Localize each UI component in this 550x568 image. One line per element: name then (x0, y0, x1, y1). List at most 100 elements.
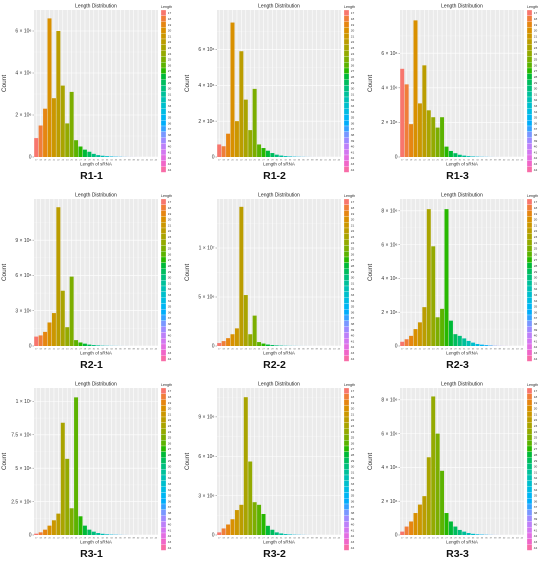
x-tick-label: 30 (276, 159, 279, 161)
x-tick-label: 44 (338, 159, 341, 161)
y-tick-label: 9 × 10⁶ (198, 415, 214, 421)
bar-length-32 (466, 156, 471, 157)
x-tick-label: 41 (141, 159, 144, 161)
bar-length-32 (100, 155, 105, 157)
legend-label: 17 (534, 200, 538, 204)
x-tick-label: 19 (410, 537, 413, 539)
x-tick-label: 42 (329, 159, 332, 161)
x-tick-label: 40 (503, 537, 506, 539)
legend-label: 32 (351, 287, 355, 291)
legend-label: 36 (534, 310, 538, 314)
x-tick-label: 17 (218, 348, 221, 350)
legend-label: 36 (168, 121, 172, 125)
legend-label: 34 (168, 299, 172, 303)
x-tick-label: 23 (62, 348, 65, 350)
x-tick-label: 37 (307, 159, 310, 161)
legend-swatch-29 (343, 457, 350, 464)
y-tick-label: 2.5 × 10⁶ (11, 499, 31, 505)
bar-length-26 (257, 504, 262, 535)
legend-swatch-25 (343, 56, 350, 63)
bar-length-27 (444, 513, 449, 535)
bar-length-22 (422, 307, 427, 346)
x-tick-label: 20 (48, 159, 51, 161)
legend-swatch-36 (160, 309, 167, 316)
legend-label: 35 (168, 116, 172, 120)
x-tick-label: 36 (119, 348, 122, 350)
legend-label: 19 (534, 23, 538, 27)
legend-label: 24 (351, 430, 355, 434)
x-tick-label: 32 (467, 537, 470, 539)
bar-length-21 (51, 520, 56, 535)
legend-label: 38 (168, 133, 172, 137)
x-tick-label: 36 (302, 537, 305, 539)
x-tick-label: 21 (236, 159, 239, 161)
bar-length-26 (440, 117, 445, 157)
legend-label: 24 (168, 241, 172, 245)
legend-swatch-39 (343, 515, 350, 522)
legend-label: 22 (351, 418, 355, 422)
legend-label: 20 (351, 407, 355, 411)
legend-swatch-18 (343, 15, 350, 22)
legend-swatch-37 (526, 125, 533, 132)
x-tick-label: 39 (132, 348, 135, 350)
legend-label: 40 (351, 145, 355, 149)
legend-label: 19 (351, 23, 355, 27)
legend-swatch-18 (160, 15, 167, 22)
legend-swatch-27 (526, 445, 533, 452)
legend-swatch-31 (526, 469, 533, 476)
bar-length-20 (47, 525, 52, 535)
y-axis-label: Count (367, 75, 374, 93)
legend-swatch-22 (526, 38, 533, 45)
legend-swatch-30 (343, 274, 350, 281)
bar-length-30 (457, 335, 462, 346)
bar-length-26 (74, 140, 79, 157)
legend-label: 23 (168, 424, 172, 428)
legend-swatch-27 (343, 67, 350, 74)
x-tick-label: 31 (97, 537, 100, 539)
legend-swatch-41 (343, 149, 350, 156)
panel-title: Length Distribution (441, 382, 483, 388)
legend-swatch-22 (160, 38, 167, 45)
x-tick-label: 41 (507, 348, 510, 350)
x-tick-label: 23 (245, 159, 248, 161)
legend-swatch-25 (526, 56, 533, 63)
legend-label: 41 (351, 528, 355, 532)
legend-swatch-36 (526, 120, 533, 127)
legend-label: 34 (351, 299, 355, 303)
bar-length-19 (226, 133, 231, 157)
legend-swatch-42 (526, 343, 533, 350)
x-tick-label: 44 (521, 348, 524, 350)
legend-label: 33 (534, 104, 538, 108)
x-tick-label: 27 (262, 159, 265, 161)
x-tick-label: 23 (62, 159, 65, 161)
y-axis-label: Count (367, 264, 374, 282)
bar-length-29 (87, 151, 92, 157)
legend-swatch-27 (526, 67, 533, 74)
legend-label: 32 (534, 476, 538, 480)
x-tick-label: 31 (463, 159, 466, 161)
legend-label: 25 (351, 247, 355, 251)
bar-length-23 (243, 99, 248, 157)
legend-label: 34 (168, 488, 172, 492)
legend-label: 23 (351, 424, 355, 428)
legend-label: 39 (168, 328, 172, 332)
x-tick-label: 19 (410, 159, 413, 161)
x-tick-label: 31 (97, 159, 100, 161)
bar-length-32 (466, 532, 471, 535)
legend-swatch-20 (160, 27, 167, 34)
legend-label: 19 (168, 212, 172, 216)
legend-swatch-44 (160, 166, 167, 173)
x-tick-label: 24 (66, 159, 69, 161)
y-tick-label: 0 (29, 344, 32, 350)
x-tick-label: 18 (222, 537, 225, 539)
legend-label: 36 (351, 310, 355, 314)
legend-swatch-26 (526, 440, 533, 447)
legend-label: 39 (534, 139, 538, 143)
bar-length-24 (248, 334, 253, 346)
legend-label: 18 (168, 206, 172, 210)
x-tick-label: 22 (240, 348, 243, 350)
legend-swatch-21 (160, 222, 167, 229)
